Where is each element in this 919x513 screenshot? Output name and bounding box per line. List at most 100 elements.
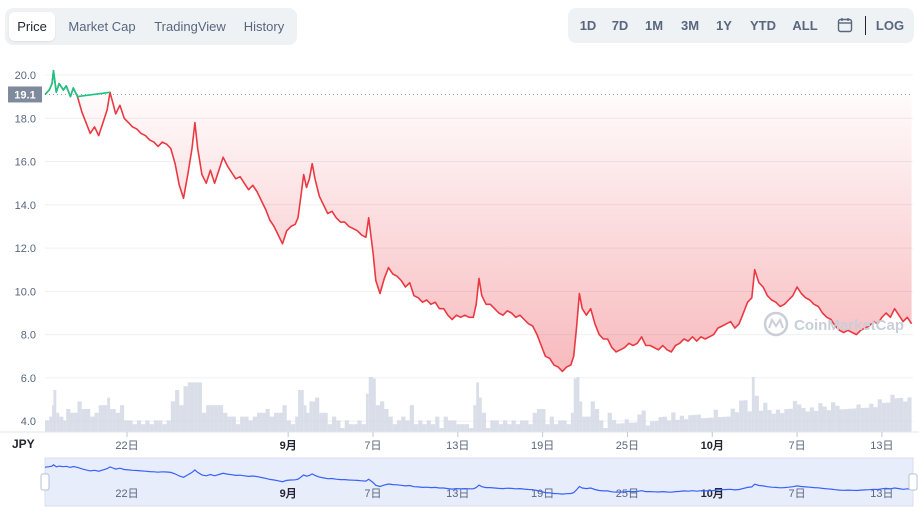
volume-bar xyxy=(206,405,211,432)
volume-bar xyxy=(115,412,120,432)
volume-bar xyxy=(315,397,320,432)
volume-bar xyxy=(734,412,740,432)
volume-bar xyxy=(136,420,142,432)
tab-tradingview[interactable]: TradingView xyxy=(154,19,226,34)
volume-bar xyxy=(751,377,755,432)
volume-bar xyxy=(498,424,504,432)
volume-bar xyxy=(688,415,693,432)
calendar-icon[interactable] xyxy=(832,11,858,40)
volume-bar xyxy=(616,423,621,432)
volume-bar xyxy=(244,416,249,432)
volume-bar xyxy=(269,416,275,432)
navigator-tick-label: 25日 xyxy=(616,488,639,500)
volume-bar xyxy=(562,420,567,432)
open-price-value: 19.1 xyxy=(14,89,35,101)
x-axis-ticks: 22日 9月 7日 13日 19日 25日 10月 7日 13日 xyxy=(115,432,894,452)
volume-bar xyxy=(541,409,546,432)
volume-bar xyxy=(903,401,908,432)
volume-bar xyxy=(860,408,865,432)
tab-market-cap[interactable]: Market Cap xyxy=(68,19,136,34)
volume-bar xyxy=(763,402,768,432)
volume-bar xyxy=(158,420,163,432)
volume-bar xyxy=(481,412,487,432)
range-1m-button[interactable]: 1M xyxy=(644,18,664,33)
volume-bar xyxy=(797,404,802,432)
volume-bar xyxy=(422,424,427,432)
log-scale-toggle[interactable]: LOG xyxy=(875,18,905,33)
volume-bar xyxy=(503,420,508,432)
volume-bar xyxy=(730,408,735,432)
navigator-left-handle[interactable] xyxy=(40,473,50,491)
volume-bar xyxy=(784,409,789,432)
navigator-right-handle[interactable] xyxy=(908,473,918,491)
range-ytd-button[interactable]: YTD xyxy=(750,18,776,33)
volume-bar xyxy=(231,416,236,432)
volume-bar xyxy=(278,412,283,432)
x-tick-label: 13日 xyxy=(446,440,469,452)
volume-bar xyxy=(754,395,759,432)
volume-bar xyxy=(77,401,82,432)
volume-bar xyxy=(594,409,600,432)
volume-bar xyxy=(56,412,60,432)
x-tick-label: 22日 xyxy=(115,440,138,452)
volume-bar xyxy=(700,418,706,432)
volume-bar xyxy=(384,409,389,432)
volume-bar xyxy=(679,415,684,432)
volume-bar xyxy=(201,412,207,432)
volume-bar xyxy=(392,424,398,432)
volume-bar xyxy=(295,416,299,432)
volume-bar xyxy=(235,424,241,432)
volume-bar xyxy=(582,416,587,432)
volume-bar xyxy=(336,420,341,432)
volume-bar xyxy=(515,424,520,432)
coinmarketcap-logo-mark xyxy=(768,317,784,329)
range-1d-button[interactable]: 1D xyxy=(579,18,597,33)
volume-bar xyxy=(348,424,354,432)
volume-bar xyxy=(826,410,832,432)
volume-bar xyxy=(839,409,844,432)
volume-bar xyxy=(73,412,78,432)
volume-bar xyxy=(49,416,53,432)
volume-bar xyxy=(558,420,563,432)
range-all-button[interactable]: ALL xyxy=(792,18,818,33)
volume-bar xyxy=(843,409,848,432)
volume-bar xyxy=(456,424,461,432)
volume-bar xyxy=(98,405,103,432)
volume-bar xyxy=(611,420,617,432)
volume-bar xyxy=(261,412,266,432)
volume-bar xyxy=(758,410,764,432)
x-tick-label: 10月 xyxy=(701,439,724,452)
volume-bar xyxy=(722,416,727,432)
volume-bar xyxy=(667,420,672,432)
volume-bar xyxy=(194,382,198,432)
volume-bar xyxy=(709,417,714,432)
volume-bar xyxy=(469,428,474,432)
range-1y-button[interactable]: 1Y xyxy=(716,18,732,33)
volume-bar xyxy=(248,420,253,432)
tab-price[interactable]: Price xyxy=(9,12,55,41)
volume-bar xyxy=(443,416,448,432)
volume-bar xyxy=(141,424,146,432)
range-3m-button[interactable]: 3M xyxy=(680,18,700,33)
volume-bar xyxy=(303,405,307,432)
volume-bar xyxy=(809,407,815,432)
x-tick-label: 7日 xyxy=(789,440,806,452)
volume-bar xyxy=(210,405,215,432)
volume-bar xyxy=(257,412,262,432)
volume-bar xyxy=(274,412,279,432)
volume-bar xyxy=(223,412,228,432)
volume-bar xyxy=(743,400,748,432)
volume-bar xyxy=(397,420,402,432)
volume-bar xyxy=(447,420,453,432)
volume-bar xyxy=(63,420,67,432)
volume-bar xyxy=(452,420,457,432)
volume-bar xyxy=(479,397,482,432)
tab-history[interactable]: History xyxy=(243,19,285,34)
range-7d-button[interactable]: 7D xyxy=(611,18,629,33)
x-tick-label: 19日 xyxy=(531,440,554,452)
volume-bar xyxy=(214,405,219,432)
navigator-panel[interactable] xyxy=(44,457,914,507)
volume-bar xyxy=(873,407,878,432)
y-tick-label: 12.0 xyxy=(15,243,36,255)
volume-bar xyxy=(864,407,870,432)
